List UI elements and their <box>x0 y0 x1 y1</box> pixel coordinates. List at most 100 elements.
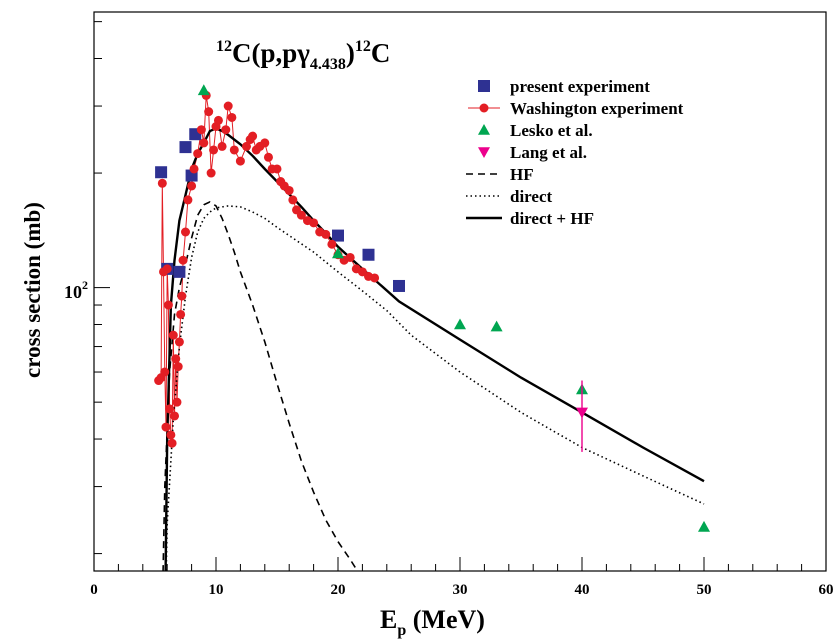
x-tick-label: 60 <box>819 582 834 598</box>
point-present-experiment <box>155 166 168 179</box>
point-washington-experiment <box>221 125 231 135</box>
legend-swatch-marker <box>478 124 490 135</box>
point-washington-experiment <box>206 168 216 178</box>
y-tick-label-100: 102 <box>64 278 88 302</box>
x-tick-label: 40 <box>575 582 590 598</box>
x-axis-label-rest: (MeV) <box>406 605 485 634</box>
point-lang-et-al <box>576 407 588 419</box>
x-tick-label: 10 <box>209 582 224 598</box>
point-washington-experiment <box>199 138 209 148</box>
x-tick-label: 50 <box>697 582 712 598</box>
point-washington-experiment <box>160 367 170 377</box>
legend-label: Lang et al. <box>510 143 587 162</box>
legend-entry-direct: direct <box>466 187 553 206</box>
title-symbol-right: C <box>371 38 391 68</box>
point-washington-experiment <box>173 362 183 372</box>
x-tick-label: 30 <box>453 582 468 598</box>
axes <box>93 11 827 572</box>
legend-swatch-marker <box>479 103 489 113</box>
point-washington-experiment <box>260 138 270 148</box>
point-washington-experiment <box>166 430 176 440</box>
point-lesko-et-al <box>698 520 710 532</box>
point-lesko-et-al <box>197 84 210 96</box>
point-lesko-et-al <box>490 320 503 332</box>
point-washington-experiment <box>196 125 206 135</box>
legend-label: Lesko et al. <box>510 121 593 140</box>
x-axis-label-sub: p <box>397 622 406 639</box>
point-washington-experiment <box>189 164 199 174</box>
series-markers <box>154 84 710 532</box>
y-tick-exponent: 2 <box>82 278 88 292</box>
point-washington-experiment <box>170 411 180 421</box>
point-washington-experiment <box>263 152 273 162</box>
point-washington-experiment <box>204 107 214 117</box>
legend-swatch-marker <box>478 80 490 92</box>
point-washington-experiment <box>288 195 298 205</box>
point-washington-experiment <box>177 291 187 301</box>
point-washington-experiment <box>178 255 188 265</box>
legend-entry-lesko-et-al: Lesko et al. <box>478 121 593 140</box>
series-lines <box>158 95 705 571</box>
legend-label: Washington experiment <box>510 99 684 118</box>
line-direct-hf <box>164 127 705 571</box>
point-washington-experiment <box>217 141 227 151</box>
point-washington-experiment <box>183 195 193 205</box>
tick-labels: 0 10 20 30 40 50 60 <box>90 582 833 598</box>
point-washington-experiment <box>213 115 223 125</box>
point-lesko-et-al <box>332 247 344 259</box>
x-axis-label-main: E <box>380 605 397 634</box>
title-symbol-left: C(p,pγ <box>232 38 310 68</box>
legend-swatch-marker <box>478 147 490 158</box>
y-tick-base: 10 <box>64 282 82 302</box>
title-subscript: 4.438 <box>310 56 346 73</box>
point-washington-experiment <box>223 101 233 111</box>
point-washington-experiment <box>163 300 173 310</box>
point-washington-experiment <box>165 404 175 414</box>
point-present-experiment <box>393 279 405 292</box>
title-mass-right: 12 <box>355 38 371 55</box>
line-direct <box>165 205 705 571</box>
point-washington-experiment <box>176 309 186 319</box>
point-washington-experiment <box>162 264 172 274</box>
point-washington-experiment <box>167 438 177 448</box>
legend-entry-hf: HF <box>466 165 534 184</box>
point-washington-experiment <box>168 330 178 340</box>
point-washington-experiment <box>327 239 337 249</box>
legend: present experiment Washington experiment L… <box>466 77 684 228</box>
point-washington-experiment <box>172 397 182 407</box>
point-washington-experiment <box>193 149 203 159</box>
point-washington-experiment <box>248 131 258 141</box>
point-washington-experiment <box>174 337 184 347</box>
point-present-experiment <box>332 229 344 242</box>
x-axis-label: Ep (MeV) <box>380 605 485 639</box>
point-washington-experiment <box>370 273 380 283</box>
y-axis-label: cross section (mb) <box>20 202 45 378</box>
legend-label: present experiment <box>510 77 650 96</box>
legend-entry-washington-experiment: Washington experiment <box>468 99 684 118</box>
legend-label: direct + HF <box>510 209 594 228</box>
point-washington-experiment <box>321 229 331 239</box>
title-close: ) <box>346 38 355 68</box>
point-washington-experiment <box>161 422 171 432</box>
legend-label: HF <box>510 165 534 184</box>
point-washington-experiment <box>171 354 181 364</box>
point-washington-experiment <box>227 112 237 122</box>
x-tick-label: 0 <box>90 582 98 598</box>
point-washington-experiment <box>209 145 219 155</box>
point-washington-experiment <box>157 178 167 188</box>
chart-title: 12C(p,pγ4.438)12C <box>216 38 390 73</box>
point-lesko-et-al <box>454 318 466 330</box>
point-washington-experiment <box>187 181 197 191</box>
point-washington-experiment <box>181 227 190 237</box>
point-washington-experiment <box>242 141 251 151</box>
point-washington-experiment <box>345 252 355 262</box>
point-present-experiment <box>362 248 375 261</box>
line-hf <box>162 200 359 571</box>
legend-entry-present-experiment: present experiment <box>478 77 650 96</box>
point-washington-experiment <box>309 218 319 228</box>
point-present-experiment <box>179 141 192 154</box>
point-washington-experiment <box>296 210 306 220</box>
point-washington-experiment <box>272 164 282 174</box>
point-present-experiment <box>173 265 186 278</box>
